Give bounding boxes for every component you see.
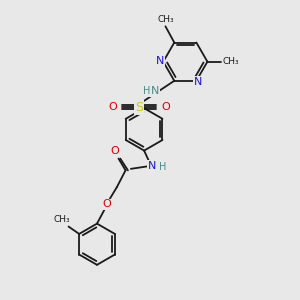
Text: N: N	[194, 77, 202, 87]
Text: CH₃: CH₃	[157, 15, 174, 24]
Text: CH₃: CH₃	[223, 57, 239, 66]
Text: N: N	[155, 56, 164, 66]
Text: O: O	[103, 200, 111, 209]
Text: CH₃: CH₃	[54, 215, 70, 224]
Text: O: O	[110, 146, 119, 157]
Text: N: N	[148, 161, 156, 171]
Text: H: H	[142, 86, 150, 96]
Text: O: O	[161, 102, 170, 112]
Text: S: S	[135, 101, 143, 114]
Text: O: O	[108, 102, 117, 112]
Text: H: H	[159, 162, 167, 172]
Text: N: N	[151, 86, 159, 96]
